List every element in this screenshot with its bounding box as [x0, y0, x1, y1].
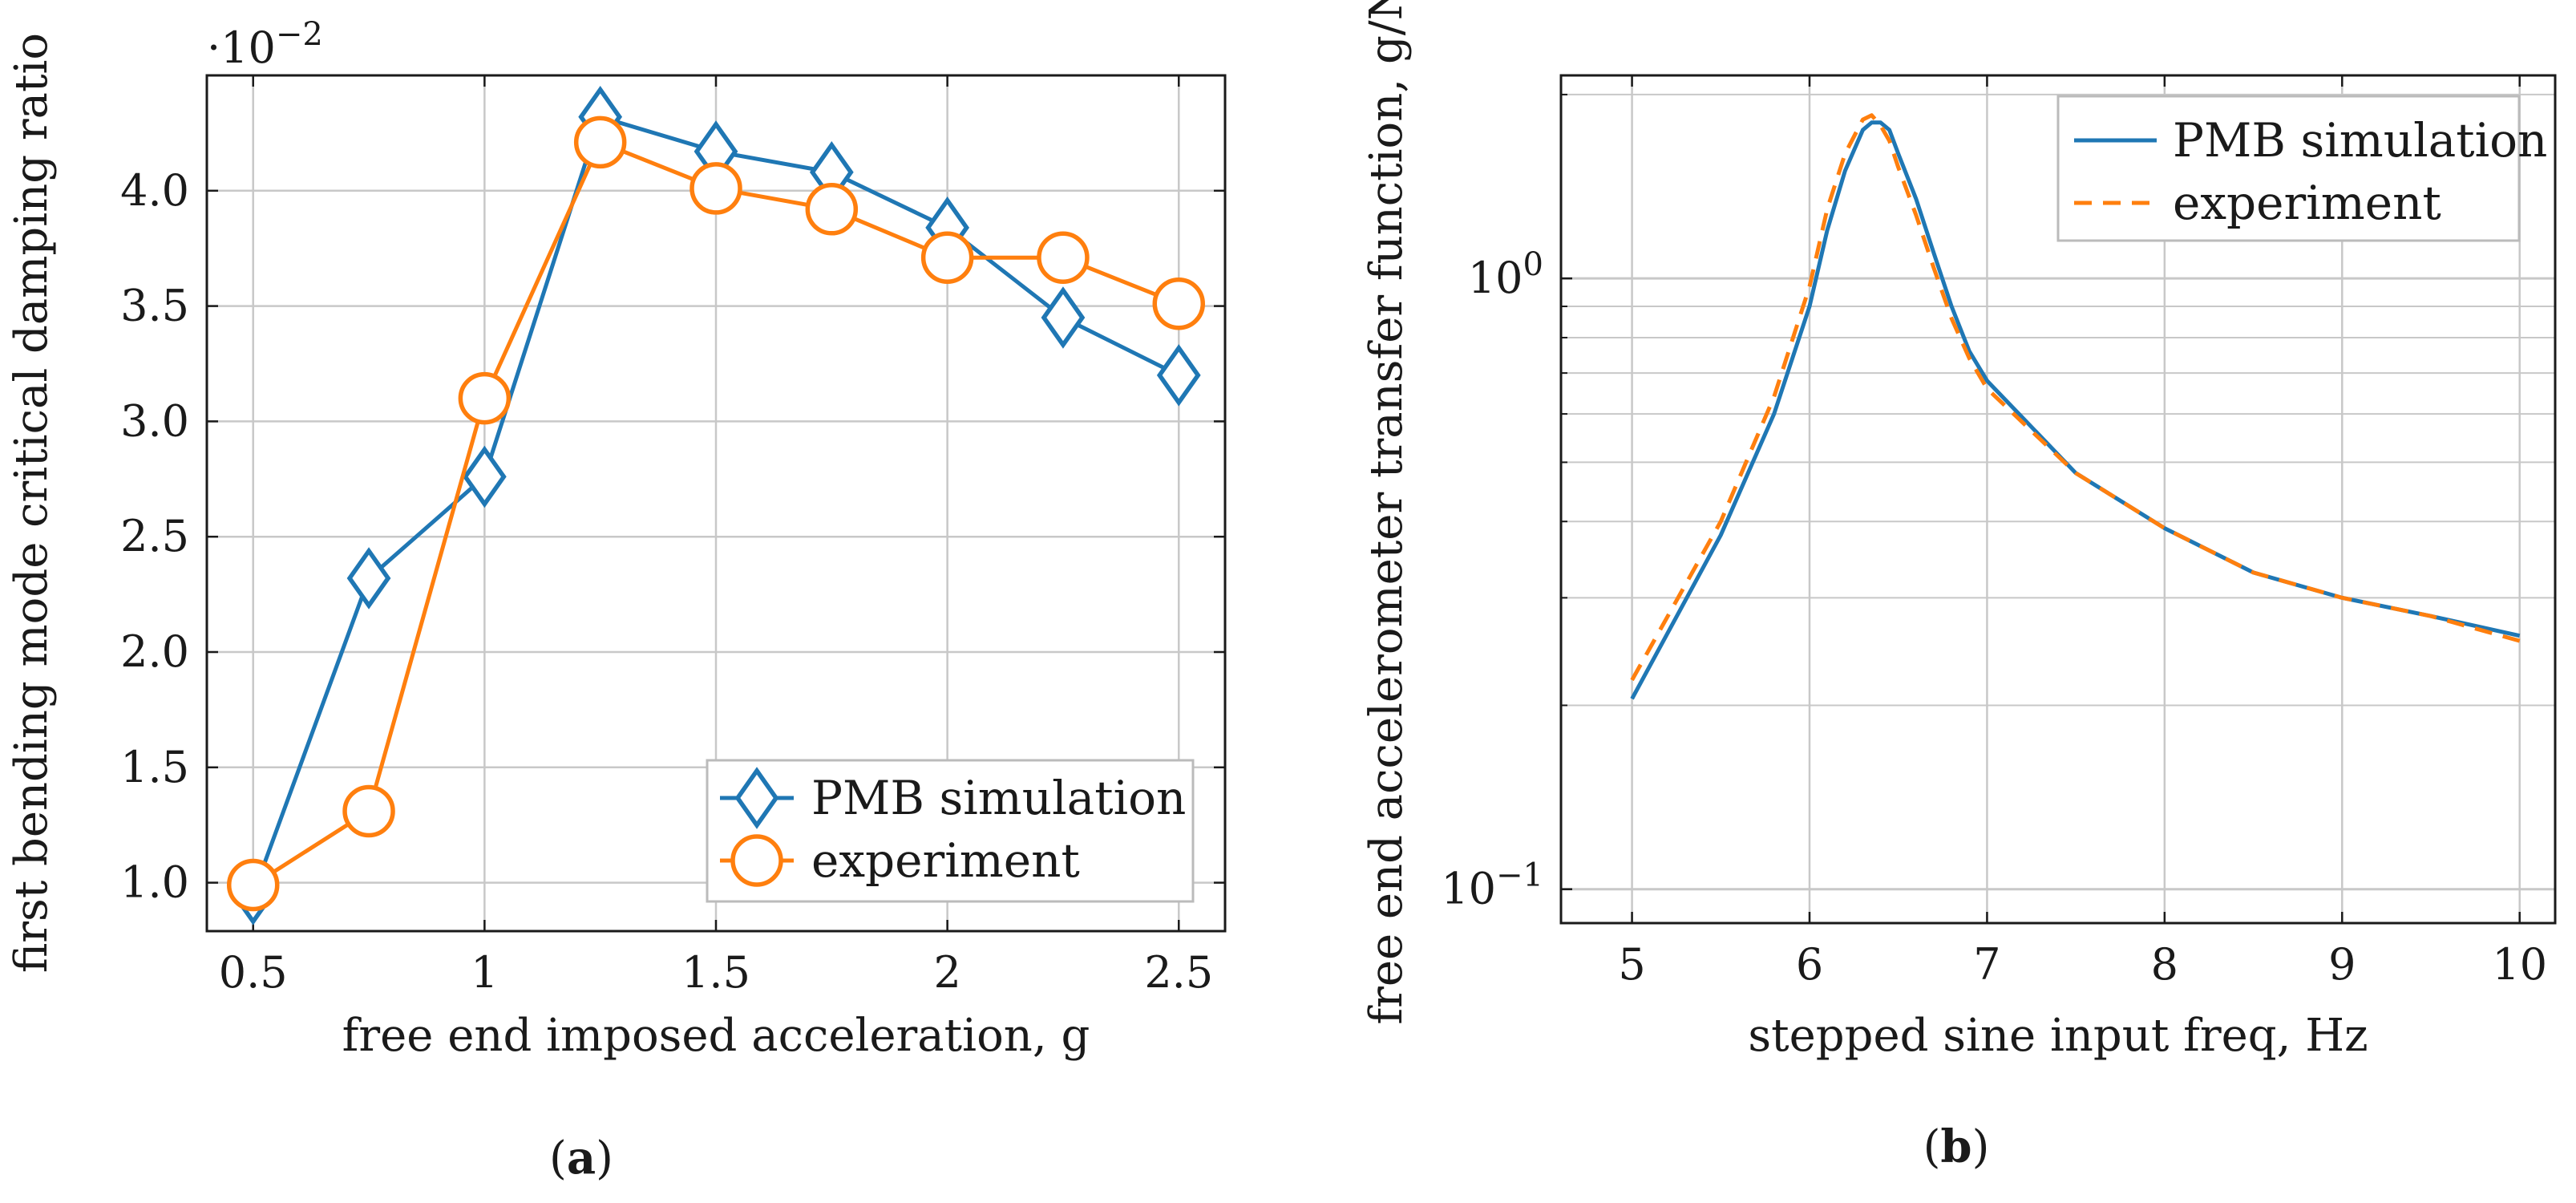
a-y-tick-labels: 1.0 1.5 2.0 2.5 3.0 3.5 4.0	[120, 165, 189, 908]
a-caption: (a)	[549, 1132, 613, 1185]
a-x-tick-label: 1	[471, 947, 498, 998]
b-legend-pmb-label: PMB simulation	[2173, 113, 2547, 168]
a-experiment-point	[458, 371, 512, 425]
a-experiment-point	[342, 784, 395, 838]
a-legend-pmb-label: PMB simulation	[811, 771, 1186, 825]
a-legend: PMB simulation experiment	[706, 759, 1195, 903]
a-x-tick-label: 2	[933, 947, 960, 998]
a-plot-frame	[205, 74, 1227, 933]
a-y-tick-label: 1.0	[120, 857, 189, 908]
a-y-tick-label: 3.0	[120, 395, 189, 446]
a-y-axis-label: first bending mode critical damping rati…	[6, 33, 58, 973]
a-pmb-point	[1041, 286, 1086, 349]
a-pmb-point	[346, 547, 391, 610]
b-legend-box	[2056, 95, 2521, 242]
b-series	[1630, 113, 2521, 700]
b-y-tick-label: 10−1	[1441, 857, 1543, 914]
b-plot-frame	[1559, 74, 2557, 925]
b-x-axis-label: stepped sine input freq, Hz	[1748, 1010, 2368, 1062]
a-x-tick-labels: 0.5 1 1.5 2 2.5	[219, 947, 1213, 998]
a-legend-experiment-label: experiment	[811, 833, 1080, 888]
a-experiment-point	[689, 162, 742, 215]
a-x-tick-label: 1.5	[681, 947, 750, 998]
chart-b: 5 6 7 8 9 10 10−1 100 stepped sine input freq,…	[1361, 0, 2557, 1173]
a-y-multiplier: ·10−2	[207, 16, 323, 73]
a-experiment-point	[573, 115, 627, 169]
b-x-tick-label: 7	[1973, 939, 2000, 990]
a-x-axis-label: free end imposed acceleration, g	[342, 1010, 1090, 1062]
b-caption: (b)	[1923, 1120, 1990, 1173]
a-experiment-point	[920, 231, 974, 284]
a-experiment-point	[1152, 277, 1206, 330]
a-pmb-point	[462, 445, 507, 508]
a-y-tick-label: 2.5	[120, 511, 189, 561]
a-experiment-point	[1037, 231, 1090, 284]
a-legend-box	[706, 759, 1195, 903]
a-series	[226, 85, 1206, 926]
a-experiment-point	[805, 183, 859, 236]
b-x-tick-label: 6	[1796, 939, 1823, 990]
a-x-tick-label: 2.5	[1144, 947, 1213, 998]
a-y-tick-label: 2.0	[120, 626, 189, 677]
a-y-tick-label: 1.5	[120, 742, 189, 792]
a-x-tick-label: 0.5	[219, 947, 288, 998]
b-x-tick-label: 5	[1618, 939, 1645, 990]
a-legend-pmb-marker	[734, 767, 779, 829]
b-legend-experiment-label: experiment	[2173, 176, 2441, 230]
a-legend-entries: PMB simulation experiment	[720, 767, 1186, 888]
b-legend: PMB simulation experiment	[2056, 95, 2547, 242]
b-y-axis-label: free end accelerometer transfer function…	[1361, 0, 1413, 1025]
a-y-tick-label: 3.5	[120, 281, 189, 331]
b-x-tick-label: 8	[2151, 939, 2178, 990]
a-experiment-point	[226, 858, 280, 912]
b-y-tick-label: 100	[1468, 246, 1543, 303]
a-y-tick-label: 4.0	[120, 165, 189, 216]
a-pmb-point	[1156, 344, 1201, 407]
b-x-tick-labels: 5 6 7 8 9 10	[1618, 939, 2547, 990]
b-experiment-line	[1630, 113, 2521, 682]
chart-a: 0.5 1 1.5 2 2.5 1.01.52.02.53.03.54.0 ·10−2 …	[6, 16, 1227, 1185]
b-y-tick-labels: 10−1 100	[1441, 246, 1543, 914]
a-legend-experiment-marker	[730, 834, 783, 887]
b-x-tick-label: 9	[2328, 939, 2356, 990]
b-x-tick-label: 10	[2492, 939, 2547, 990]
b-grid	[1561, 75, 2555, 923]
b-legend-entries: PMB simulation experiment	[2074, 113, 2547, 230]
